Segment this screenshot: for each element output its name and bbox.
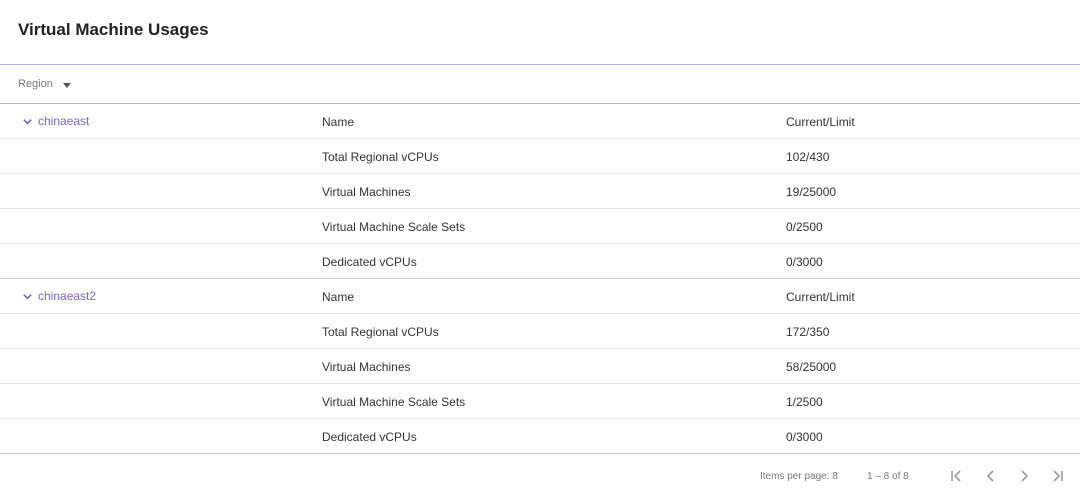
usage-value: 172/350 — [786, 325, 830, 339]
next-page-button[interactable] — [1013, 466, 1035, 486]
usage-name: Dedicated vCPUs — [322, 430, 417, 444]
group-header-row: chinaeast Name Current/Limit — [0, 104, 1080, 139]
first-page-button[interactable] — [945, 466, 967, 486]
usage-name: Total Regional vCPUs — [322, 150, 439, 164]
table-row: Virtual Machines 19/25000 — [0, 174, 1080, 209]
region-sort-header[interactable]: Region — [18, 78, 53, 90]
region-group: chinaeast Name Current/Limit Total Regio… — [0, 104, 1080, 279]
table-row: Virtual Machine Scale Sets 1/2500 — [0, 384, 1080, 419]
usage-value: 58/25000 — [786, 360, 837, 374]
column-header-name: Name — [322, 115, 355, 129]
previous-page-icon — [986, 470, 994, 482]
region-toggle[interactable]: chinaeast — [22, 114, 89, 128]
usage-name: Virtual Machines — [322, 185, 411, 199]
table-row: Virtual Machines 58/25000 — [0, 349, 1080, 384]
usage-name: Virtual Machine Scale Sets — [322, 395, 466, 409]
usage-value: 0/3000 — [786, 430, 823, 444]
chevron-down-icon — [23, 293, 32, 300]
usage-name: Virtual Machine Scale Sets — [322, 220, 466, 234]
first-page-icon — [951, 470, 961, 482]
table-row: Virtual Machine Scale Sets 0/2500 — [0, 209, 1080, 244]
last-page-icon — [1053, 470, 1063, 482]
next-page-icon — [1021, 470, 1029, 482]
region-name: chinaeast2 — [38, 289, 97, 303]
region-filter-bar: Region — [0, 65, 1080, 104]
usage-value: 19/25000 — [786, 185, 837, 199]
usage-value: 1/2500 — [786, 395, 823, 409]
chevron-down-icon — [23, 118, 32, 125]
column-header-name: Name — [322, 290, 355, 304]
page-title: Virtual Machine Usages — [18, 20, 209, 39]
table-row: Dedicated vCPUs 0/3000 — [0, 419, 1080, 454]
usage-value: 102/430 — [786, 150, 830, 164]
title-bar: Virtual Machine Usages — [0, 0, 1080, 65]
last-page-button[interactable] — [1047, 466, 1069, 486]
usage-value: 0/2500 — [786, 220, 823, 234]
region-name: chinaeast — [38, 114, 90, 128]
usage-name: Virtual Machines — [322, 360, 411, 374]
previous-page-button[interactable] — [980, 466, 1002, 486]
region-group: chinaeast2 Name Current/Limit Total Regi… — [0, 279, 1080, 454]
paginator: Items per page: 8 1 – 8 of 8 — [0, 454, 1080, 498]
table-row: Total Regional vCPUs 172/350 — [0, 314, 1080, 349]
table-row: Total Regional vCPUs 102/430 — [0, 139, 1080, 174]
usage-name: Total Regional vCPUs — [322, 325, 439, 339]
usage-name: Dedicated vCPUs — [322, 255, 417, 269]
column-header-current-limit: Current/Limit — [786, 290, 855, 304]
region-toggle[interactable]: chinaeast2 — [22, 289, 96, 303]
usage-value: 0/3000 — [786, 255, 823, 269]
group-header-row: chinaeast2 Name Current/Limit — [0, 279, 1080, 314]
page-range-label: 1 – 8 of 8 — [867, 471, 909, 482]
items-per-page-label[interactable]: Items per page: 8 — [760, 471, 838, 482]
caret-down-icon[interactable] — [63, 83, 71, 88]
table-row: Dedicated vCPUs 0/3000 — [0, 244, 1080, 279]
column-header-current-limit: Current/Limit — [786, 115, 855, 129]
